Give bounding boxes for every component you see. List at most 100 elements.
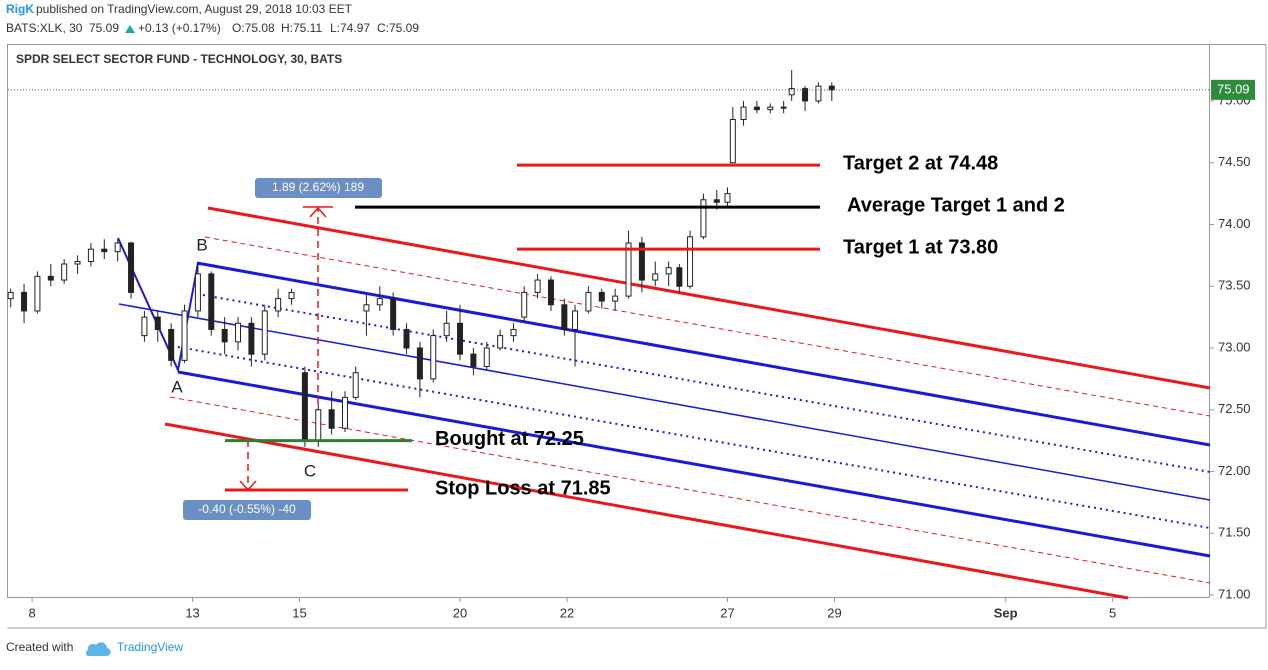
footer-created: Created with <box>6 640 73 654</box>
candle-body <box>403 328 410 349</box>
x-tick-label: 22 <box>560 605 574 620</box>
candle-body <box>328 409 335 429</box>
fork-line <box>177 346 1211 529</box>
level-label: Bought at 72.25 <box>435 428 584 450</box>
candle-body <box>181 310 188 361</box>
open: O:75.08 <box>232 21 275 35</box>
candle-body <box>376 298 383 306</box>
candle-body <box>561 304 568 330</box>
x-tick-label: Sep <box>994 605 1018 620</box>
candle-body <box>47 275 54 281</box>
candle-body <box>248 322 255 355</box>
candle-body <box>521 291 528 318</box>
candle-body <box>828 85 835 91</box>
y-tick-label: 74.50 <box>1218 154 1251 169</box>
y-tick-label: 72.00 <box>1218 463 1251 478</box>
candle-body <box>288 291 295 300</box>
level-label: Target 1 at 73.80 <box>843 236 998 258</box>
candle-body <box>235 322 242 343</box>
candle-body <box>652 273 659 281</box>
candle-body <box>168 328 175 361</box>
candle-body <box>7 291 14 300</box>
candle-body <box>729 118 736 164</box>
candle-body <box>767 106 774 111</box>
y-tick-label: 73.50 <box>1218 278 1251 293</box>
x-tick-label: 29 <box>827 605 841 620</box>
candle-body <box>301 372 308 442</box>
candle-body <box>261 310 268 355</box>
candle-body <box>700 199 707 238</box>
fork-line <box>204 236 1211 417</box>
measure-box <box>183 500 311 520</box>
candle-body <box>363 304 370 312</box>
candle-body <box>74 261 81 265</box>
close: C:75.09 <box>377 21 419 35</box>
point-label: C <box>304 461 316 480</box>
candle-body <box>87 248 94 263</box>
candle-body <box>510 328 517 337</box>
last-price-box <box>1211 79 1255 100</box>
candle-body <box>342 396 349 429</box>
point-label: A <box>171 377 183 396</box>
x-tick-label: 5 <box>1109 605 1116 620</box>
measure-arrow <box>309 206 327 218</box>
y-tick-label: 74.00 <box>1218 216 1251 231</box>
candle-body <box>61 263 68 281</box>
candle-body <box>534 279 541 293</box>
candle-body <box>572 310 579 330</box>
level-label: Stop Loss at 71.85 <box>435 477 611 499</box>
candle-body <box>753 106 760 111</box>
candle-body <box>457 322 464 355</box>
candle-body <box>21 291 28 312</box>
plot-frame <box>7 44 1210 598</box>
up-arrow <box>125 25 135 33</box>
level-label: Average Target 1 and 2 <box>847 194 1065 216</box>
candle-body <box>625 242 632 297</box>
y-tick-label: 71.00 <box>1218 586 1251 601</box>
y-tick-label: 73.00 <box>1218 339 1251 354</box>
y-tick-label: 72.50 <box>1218 401 1251 416</box>
candle-body <box>676 267 683 287</box>
candle-body <box>194 273 201 312</box>
x-tick-label: 15 <box>292 605 306 620</box>
candle-body <box>390 298 397 330</box>
candle-body <box>154 316 161 330</box>
candle-body <box>612 295 619 302</box>
candle-body <box>128 242 135 293</box>
candle-body <box>34 275 41 312</box>
x-tick-label: 27 <box>720 605 734 620</box>
candle-body <box>598 291 605 302</box>
fork-median <box>118 303 1211 501</box>
x-tick-label: 20 <box>453 605 467 620</box>
candle-body <box>101 248 108 253</box>
low: L:74.97 <box>330 21 370 35</box>
candle-body <box>638 242 645 281</box>
candle-body <box>470 353 477 368</box>
abc-line <box>117 237 199 374</box>
candle-body <box>141 316 148 337</box>
pitchfork <box>117 206 1211 600</box>
chart-title: SPDR SELECT SECTOR FUND - TECHNOLOGY, 30… <box>16 52 342 66</box>
symbol: BATS:XLK, 30 <box>6 21 83 35</box>
candle-body <box>802 88 809 102</box>
high: H:75.11 <box>281 21 322 35</box>
fork-line <box>164 422 1129 600</box>
candle-body <box>114 242 121 253</box>
candle-body <box>815 85 822 102</box>
candle-body <box>687 236 694 287</box>
candle-body <box>780 106 787 109</box>
fork-line <box>207 206 1211 390</box>
candle-body <box>352 372 359 398</box>
candle-body <box>430 335 437 380</box>
candle-body <box>208 273 215 330</box>
candle-body <box>497 335 504 349</box>
candle-body <box>585 291 592 312</box>
last-price-label: 75.09 <box>1217 81 1250 96</box>
fork-line <box>196 261 1211 447</box>
candle-body <box>275 298 282 312</box>
candle-body <box>665 267 672 275</box>
x-tick-label: 13 <box>185 605 199 620</box>
candle-body <box>724 193 731 203</box>
